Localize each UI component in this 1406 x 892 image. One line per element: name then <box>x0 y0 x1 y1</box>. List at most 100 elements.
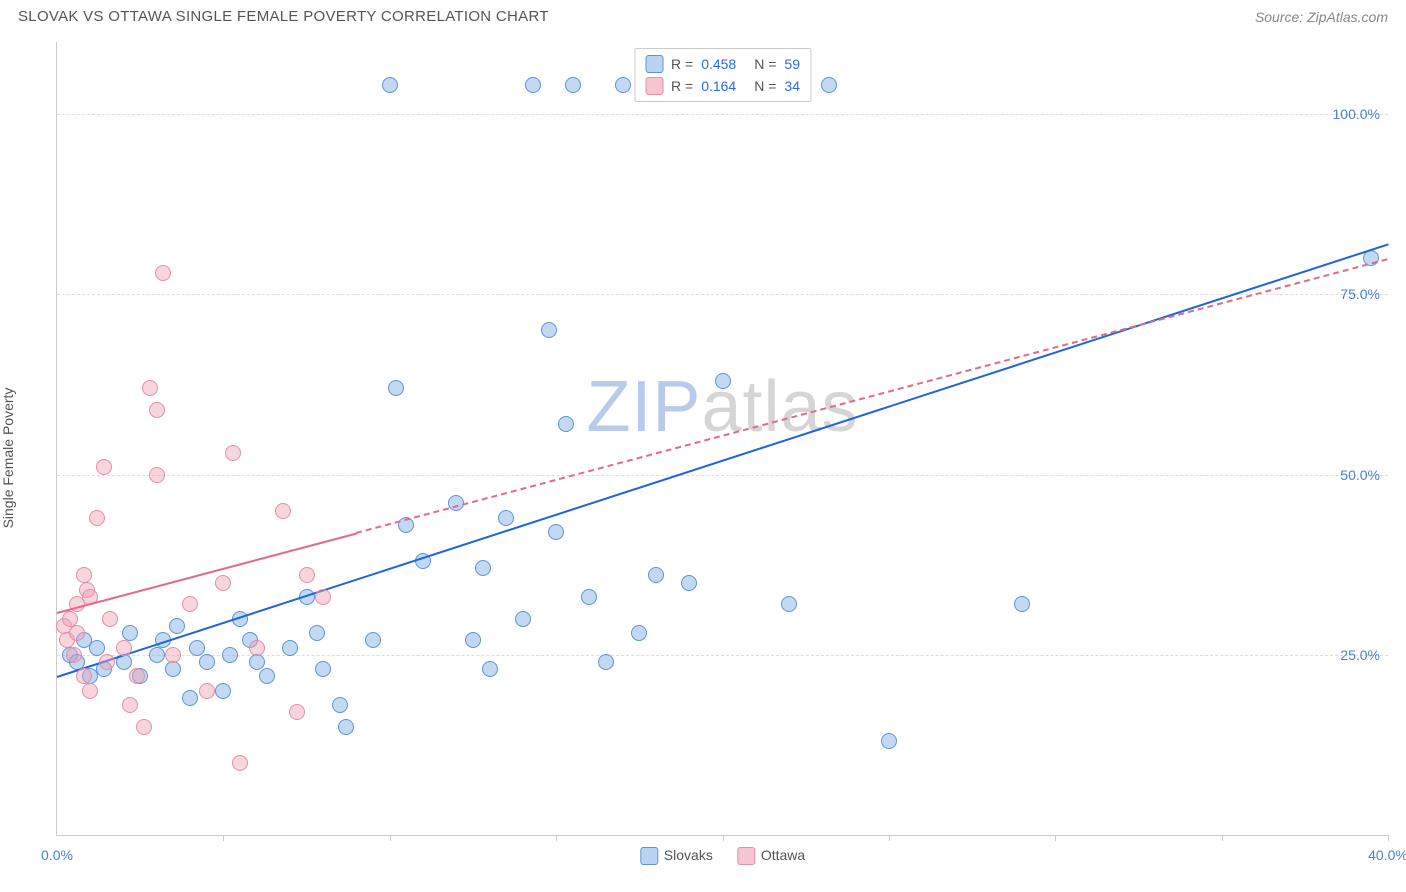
legend-label: Slovaks <box>664 847 713 863</box>
legend-stat-row: R = 0.164 N = 34 <box>645 75 800 97</box>
data-point <box>66 647 82 663</box>
y-axis-label: Single Female Poverty <box>0 388 16 529</box>
data-point <box>681 575 697 591</box>
data-point <box>715 373 731 389</box>
data-point <box>129 668 145 684</box>
x-tick <box>1388 835 1389 841</box>
legend-r-label: R = <box>671 78 693 94</box>
legend-series: Slovaks Ottawa <box>640 847 805 865</box>
legend-r-value: 0.164 <box>701 78 736 94</box>
legend-n-label: N = <box>754 56 776 72</box>
chart-container: Single Female Poverty ZIPatlas R =0.458N… <box>18 42 1388 874</box>
data-point <box>541 322 557 338</box>
legend-stats: R = 0.458 N = 59 R = 0.164 N = 34 <box>634 48 811 102</box>
legend-item: Slovaks <box>640 847 713 865</box>
data-point <box>122 697 138 713</box>
data-point <box>89 510 105 526</box>
watermark-part-a: ZIP <box>586 367 701 447</box>
x-tick <box>223 835 224 841</box>
data-point <box>249 640 265 656</box>
data-point <box>149 467 165 483</box>
data-point <box>76 567 92 583</box>
data-point <box>388 380 404 396</box>
data-point <box>382 77 398 93</box>
legend-item: Ottawa <box>737 847 805 865</box>
grid-line <box>57 294 1388 295</box>
data-point <box>189 640 205 656</box>
data-point <box>338 719 354 735</box>
data-point <box>525 77 541 93</box>
grid-line <box>57 475 1388 476</box>
x-tick <box>723 835 724 841</box>
grid-line <box>57 114 1388 115</box>
data-point <box>182 690 198 706</box>
data-point <box>99 654 115 670</box>
data-point <box>558 416 574 432</box>
x-tick-label: 0.0% <box>41 847 73 863</box>
legend-n-value: 59 <box>784 56 800 72</box>
y-tick-label: 50.0% <box>1340 467 1380 483</box>
legend-swatch <box>645 77 663 95</box>
data-point <box>222 647 238 663</box>
legend-label: Ottawa <box>761 847 805 863</box>
data-point <box>282 640 298 656</box>
data-point <box>232 755 248 771</box>
legend-swatch <box>640 847 658 865</box>
data-point <box>199 654 215 670</box>
data-point <box>142 380 158 396</box>
data-point <box>169 618 185 634</box>
data-point <box>548 524 564 540</box>
legend-stat-row: R = 0.458 N = 59 <box>645 53 800 75</box>
data-point <box>881 733 897 749</box>
data-point <box>165 647 181 663</box>
data-point <box>365 632 381 648</box>
data-point <box>498 510 514 526</box>
data-point <box>309 625 325 641</box>
data-point <box>149 402 165 418</box>
data-point <box>615 77 631 93</box>
x-tick <box>390 835 391 841</box>
legend-r-value: 0.458 <box>701 56 736 72</box>
data-point <box>821 77 837 93</box>
legend-swatch <box>645 55 663 73</box>
data-point <box>165 661 181 677</box>
data-point <box>781 596 797 612</box>
data-point <box>82 683 98 699</box>
data-point <box>475 560 491 576</box>
regression-line <box>356 258 1388 534</box>
data-point <box>96 459 112 475</box>
data-point <box>315 589 331 605</box>
legend-swatch <box>737 847 755 865</box>
legend-n-label: N = <box>754 78 776 94</box>
data-point <box>182 596 198 612</box>
data-point <box>1014 596 1030 612</box>
data-point <box>259 668 275 684</box>
data-point <box>465 632 481 648</box>
x-tick <box>1222 835 1223 841</box>
data-point <box>332 697 348 713</box>
data-point <box>89 640 105 656</box>
data-point <box>215 575 231 591</box>
legend-n-value: 34 <box>784 78 800 94</box>
data-point <box>149 647 165 663</box>
data-point <box>482 661 498 677</box>
data-point <box>215 683 231 699</box>
data-point <box>648 567 664 583</box>
x-tick <box>889 835 890 841</box>
chart-title: SLOVAK VS OTTAWA SINGLE FEMALE POVERTY C… <box>18 8 549 25</box>
data-point <box>315 661 331 677</box>
x-tick-label: 40.0% <box>1368 847 1406 863</box>
data-point <box>631 625 647 641</box>
y-tick-label: 75.0% <box>1340 286 1380 302</box>
x-tick <box>556 835 557 841</box>
y-tick-label: 100.0% <box>1333 106 1380 122</box>
data-point <box>155 265 171 281</box>
legend-r-label: R = <box>671 56 693 72</box>
data-point <box>275 503 291 519</box>
data-point <box>225 445 241 461</box>
data-point <box>581 589 597 605</box>
data-point <box>69 625 85 641</box>
regression-line <box>57 244 1389 678</box>
plot-area: ZIPatlas R =0.458N =59R =0.164N =34 Slov… <box>56 42 1388 836</box>
data-point <box>136 719 152 735</box>
